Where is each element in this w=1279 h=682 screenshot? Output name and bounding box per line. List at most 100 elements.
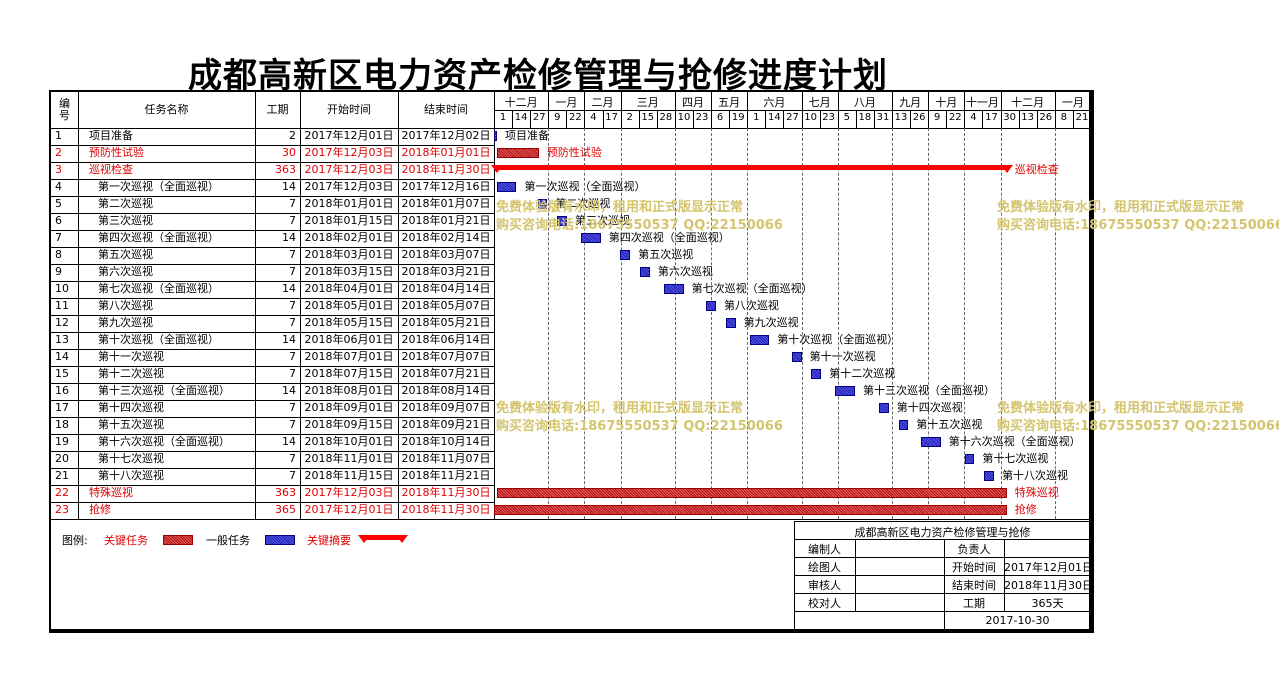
day-label: 1 [753,112,760,123]
day-label: 9 [934,112,941,123]
info-date-divider [944,611,945,630]
task-id: 4 [55,180,62,193]
day-divider [729,110,731,128]
task-id: 5 [55,197,62,210]
day-label: 15 [641,112,655,123]
task-name: 第十四次巡视 [98,401,164,414]
task-id: 7 [55,231,62,244]
month-gridline [892,128,893,519]
month-label: 五月 [718,96,741,109]
day-label: 23 [822,112,836,123]
info-col-divider [1004,539,1005,611]
task-end: 2018年10月14日 [401,435,491,448]
task-end: 2018年01月21日 [401,214,491,227]
task-end: 2018年11月30日 [401,503,491,516]
task-bar-label: 预防性试验 [546,146,602,159]
task-name: 第四次巡视（全面巡视） [98,231,219,244]
task-end: 2017年12月02日 [401,129,491,142]
task-name: 预防性试验 [89,146,144,159]
task-bar-label: 第二次巡视 [555,197,611,210]
day-label: 26 [1039,112,1053,123]
task-duration: 7 [289,248,296,261]
day-divider [946,110,948,128]
task-end: 2018年05月07日 [401,299,491,312]
info-responsible-label: 负责人 [957,543,991,556]
task-end: 2018年01月07日 [401,197,491,210]
task-duration: 7 [289,418,296,431]
task-duration: 7 [289,316,296,329]
row-divider [51,247,494,248]
task-id: 14 [55,350,69,363]
month-label: 十二月 [504,96,538,109]
info-row-divider [794,557,1091,558]
month-label: 四月 [681,96,704,109]
info-box-top [794,521,1091,522]
task-end: 2017年12月16日 [401,180,491,193]
row-divider [51,502,494,503]
task-bar-label: 第十六次巡视（全面巡视） [948,435,1081,448]
day-divider [566,110,568,128]
day-divider [910,110,912,128]
month-label: 六月 [763,96,786,109]
month-label: 一月 [555,96,578,109]
day-label: 4 [970,112,977,123]
task-start: 2018年03月15日 [304,265,394,278]
day-label: 19 [731,112,745,123]
day-label: 1 [499,112,507,123]
task-start: 2017年12月03日 [304,146,394,159]
day-divider [783,110,785,128]
header-end: 结束时间 [424,103,468,116]
day-label: 13 [894,112,908,123]
watermark-line: 购买咨询电话:18675550537 QQ:22150066 [997,218,1279,233]
month-gridline [747,128,749,519]
task-bar-label: 项目准备 [505,129,549,142]
general-task-bar [835,386,855,396]
task-start: 2018年07月01日 [304,350,394,363]
task-duration: 7 [289,367,296,380]
day-divider [873,110,875,128]
day-divider [1000,110,1002,128]
info-row-divider [794,593,1091,594]
task-start: 2018年06月01日 [304,333,394,346]
task-name: 第五次巡视 [98,248,153,261]
general-task-bar [620,250,631,260]
month-gridline [620,128,622,519]
day-label: 13 [1021,112,1035,123]
header-id: 编号 [59,97,70,122]
task-start: 2018年01月15日 [304,214,394,227]
day-label: 8 [1060,112,1068,123]
task-start: 2018年05月01日 [304,299,394,312]
general-task-bar [898,420,909,430]
info-end-value: 2018年11月30日 [1004,579,1093,592]
task-end: 2018年09月07日 [401,401,491,414]
day-divider [693,110,694,128]
day-divider [855,110,857,128]
general-task-bar [725,318,736,328]
task-start: 2018年05月15日 [304,316,394,329]
day-label: 23 [695,112,709,123]
month-label: 八月 [853,96,876,109]
task-start: 2017年12月03日 [304,486,394,499]
day-label: 26 [912,112,926,123]
task-id: 8 [55,248,62,261]
task-name: 第十六次巡视（全面巡视） [98,435,230,448]
info-date: 2017-10-30 [985,614,1050,627]
task-duration: 7 [289,469,296,482]
month-gridline [964,128,966,519]
task-end: 2018年07月21日 [401,367,491,380]
task-start: 2018年09月01日 [304,401,394,414]
watermark-line: 免费体验版有水印，租用和正式版显示正常 [997,401,1245,416]
day-label: 22 [948,112,962,123]
column-divider [494,92,495,519]
task-end: 2018年11月30日 [401,163,491,176]
day-divider [602,110,604,128]
task-duration: 14 [282,435,296,448]
task-bar-label: 第十次巡视（全面巡视） [777,333,899,346]
task-duration: 7 [289,265,296,278]
task-id: 6 [55,214,62,227]
day-label: 14 [768,112,781,123]
task-bar-label: 抢修 [1014,503,1037,516]
row-divider [51,264,494,265]
page-title: 成都高新区电力资产检修管理与抢修进度计划 [188,56,888,96]
row-divider [51,468,494,469]
